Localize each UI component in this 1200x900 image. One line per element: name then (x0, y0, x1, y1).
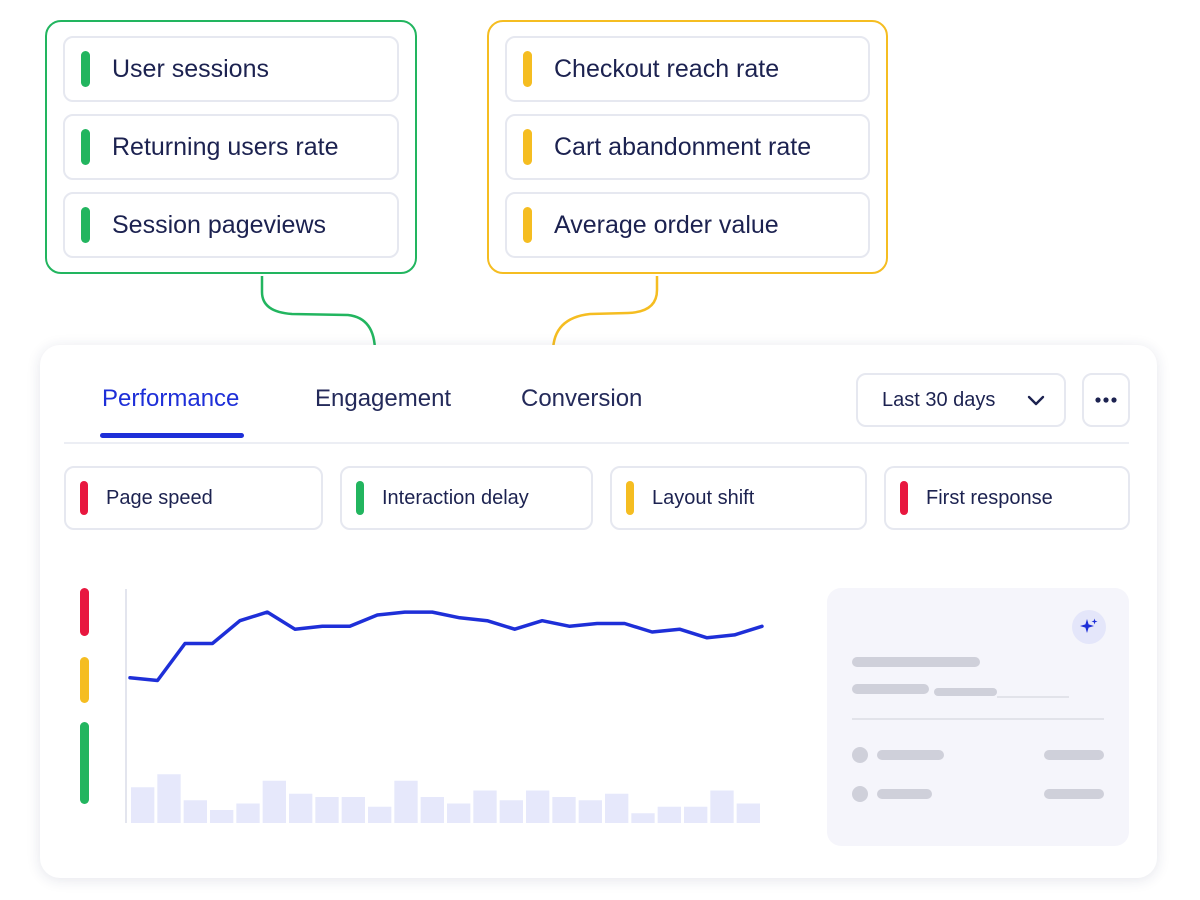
chip-label: Page speed (106, 486, 213, 509)
chip-label: Layout shift (652, 486, 755, 509)
sparkle-icon (1080, 618, 1098, 633)
metric-session-pageviews[interactable]: Session pageviews (63, 192, 399, 258)
metric-returning-users-rate[interactable]: Returning users rate (63, 114, 399, 180)
yellow-connector-line (551, 276, 659, 353)
tab-conversion[interactable]: Conversion (521, 385, 643, 412)
chart-bar (684, 806, 708, 823)
status-bar (81, 51, 90, 87)
placeholder-line (877, 789, 932, 799)
chart-bar (447, 803, 471, 823)
chart-bar (262, 780, 286, 823)
insight-panel (827, 588, 1129, 846)
status-bar (523, 207, 532, 243)
green-connector-line (260, 276, 377, 353)
status-bar (626, 481, 634, 515)
chart-bar (315, 797, 339, 823)
placeholder-dot (852, 786, 868, 802)
chart-bar (710, 790, 734, 823)
active-tab-indicator (100, 433, 244, 438)
chip-label: First response (926, 486, 1053, 509)
tabs-divider (64, 442, 1129, 444)
legend-bar-red (80, 588, 89, 636)
placeholder-line (1044, 789, 1104, 799)
chart-bar (183, 800, 207, 823)
date-range-label: Last 30 days (882, 388, 996, 411)
chart-bar (368, 806, 392, 823)
date-range-select[interactable]: Last 30 days (856, 373, 1066, 427)
tab-engagement[interactable]: Engagement (315, 385, 452, 412)
chart-bar (289, 793, 313, 823)
chart-bar (394, 780, 418, 823)
legend-bar-yellow (80, 657, 89, 703)
status-bar (80, 481, 88, 515)
chip-page-speed[interactable]: Page speed (64, 466, 323, 530)
metric-label: User sessions (112, 54, 269, 83)
placeholder-rule (997, 696, 1069, 698)
metric-label: Returning users rate (112, 132, 339, 161)
metric-label: Average order value (554, 210, 779, 239)
performance-chart (125, 589, 764, 823)
chart-bar (499, 800, 523, 823)
chart-bar (210, 810, 234, 823)
metric-label: Checkout reach rate (554, 54, 780, 83)
chart-bar (631, 813, 655, 823)
legend-bar-green (80, 722, 89, 804)
metric-checkout-reach-rate[interactable]: Checkout reach rate (505, 36, 870, 102)
more-options-button[interactable] (1082, 373, 1130, 427)
panel-divider (852, 718, 1104, 720)
chip-interaction-delay[interactable]: Interaction delay (340, 466, 593, 530)
chart-bar (236, 803, 260, 823)
placeholder-line (877, 750, 944, 760)
chart-bar (736, 803, 760, 823)
chart-bar (473, 790, 497, 823)
chart-bar (157, 774, 181, 823)
chip-label: Interaction delay (382, 486, 529, 509)
placeholder-line (934, 688, 997, 696)
chart-bar (578, 800, 602, 823)
chip-layout-shift[interactable]: Layout shift (610, 466, 867, 530)
chart-bar (341, 797, 365, 823)
placeholder-dot (852, 747, 868, 763)
chip-first-response[interactable]: First response (884, 466, 1130, 530)
status-bar (356, 481, 364, 515)
status-bar (523, 129, 532, 165)
tab-performance[interactable]: Performance (102, 385, 240, 412)
chart-bar (131, 787, 155, 823)
metric-label: Session pageviews (112, 210, 327, 239)
chart-bar (526, 790, 550, 823)
sparkle-button[interactable] (1072, 610, 1106, 644)
dashboard-card: Performance Engagement Conversion Last 3… (40, 345, 1157, 878)
placeholder-line (1044, 750, 1104, 760)
placeholder-line (852, 657, 980, 667)
chart-bar (552, 797, 576, 823)
engagement-metrics-callout: User sessions Returning users rate Sessi… (45, 20, 417, 274)
metric-average-order-value[interactable]: Average order value (505, 192, 870, 258)
conversion-metrics-callout: Checkout reach rate Cart abandonment rat… (487, 20, 888, 274)
chevron-down-icon (1027, 395, 1045, 406)
status-bar (900, 481, 908, 515)
status-bar (81, 129, 90, 165)
chart-line-series (128, 610, 764, 683)
metric-user-sessions[interactable]: User sessions (63, 36, 399, 102)
more-dots-icon (1095, 397, 1117, 403)
chart-bar (420, 797, 444, 823)
status-bar (81, 207, 90, 243)
status-bar (523, 51, 532, 87)
chart-bar (657, 806, 681, 823)
metric-label: Cart abandonment rate (554, 132, 812, 161)
placeholder-line (852, 684, 929, 694)
chart-bar (605, 793, 629, 823)
metric-cart-abandonment-rate[interactable]: Cart abandonment rate (505, 114, 870, 180)
